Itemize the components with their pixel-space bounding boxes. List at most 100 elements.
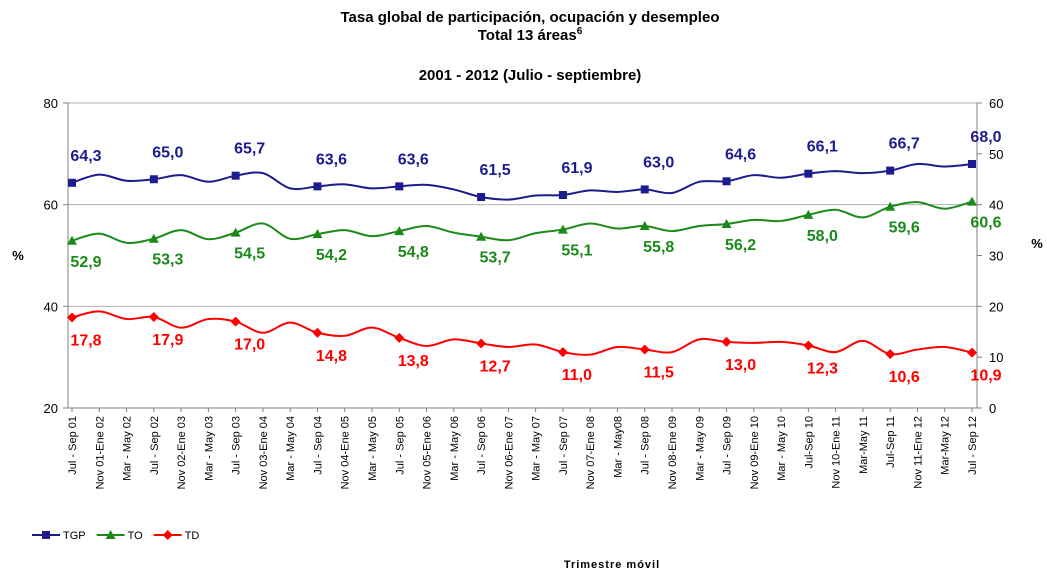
y2-tick-label: 10 [989, 350, 1003, 365]
y-tick-label: 60 [44, 198, 58, 213]
marker [477, 193, 486, 202]
data-label: 11,0 [562, 367, 592, 384]
y2-tick-label: 0 [989, 401, 996, 416]
marker [149, 175, 158, 184]
data-label: 11,5 [644, 365, 674, 382]
data-label: 17,8 [70, 333, 101, 350]
x-tick-label: Nov 08-Ene 09 [667, 416, 679, 489]
marker [67, 312, 77, 323]
data-label: 12,7 [480, 358, 511, 375]
x-tick-label: Mar - May 04 [285, 416, 297, 481]
marker [105, 530, 116, 539]
x-tick-label: Jul - Sep 04 [312, 416, 324, 475]
data-label: 64,3 [70, 148, 101, 165]
y-tick-label: 80 [44, 96, 58, 111]
marker [312, 229, 323, 239]
marker [148, 233, 159, 243]
marker [557, 224, 568, 234]
series-line [71, 310, 973, 356]
x-tick-label: Jul - Sep 06 [476, 416, 488, 475]
marker [395, 182, 404, 191]
marker [721, 336, 732, 347]
marker [476, 338, 487, 349]
data-label: 56,2 [725, 237, 756, 254]
data-label: 68,0 [970, 129, 1001, 146]
data-label: 65,0 [152, 144, 183, 161]
data-label: 54,8 [398, 244, 429, 261]
data-label: 55,8 [643, 239, 674, 256]
marker [42, 531, 50, 539]
marker [230, 227, 241, 237]
data-label: 13,0 [725, 357, 756, 374]
data-label: 53,3 [152, 252, 183, 269]
legend-label: TO [128, 530, 144, 542]
data-label: 60,6 [970, 215, 1001, 232]
data-label: 17,0 [234, 337, 265, 354]
marker [640, 185, 649, 194]
data-label: 14,8 [316, 348, 347, 365]
x-tick-label: Mar-May 12 [940, 416, 952, 475]
marker [230, 316, 241, 327]
data-label: 63,0 [643, 154, 674, 171]
marker [885, 201, 896, 211]
marker [394, 226, 405, 236]
x-tick-label: Nov 05-Ene 06 [422, 416, 434, 489]
x-tick-label: Mar - May 09 [694, 416, 706, 481]
data-label: 66,7 [889, 136, 920, 153]
marker [967, 196, 977, 206]
x-tick-label: Jul - Sep 12 [967, 416, 979, 475]
y-axis-label: % [12, 248, 24, 263]
data-label: 10,6 [889, 369, 920, 386]
data-label: 54,2 [316, 247, 347, 264]
marker [394, 332, 405, 343]
marker [558, 191, 567, 200]
x-tick-label: Jul - Sep 03 [231, 416, 243, 475]
y-tick-label: 40 [44, 299, 58, 314]
x-tick-label: Jul - Sep 08 [640, 416, 652, 475]
x-tick-label: Nov 03-Ene 04 [258, 416, 270, 489]
x-tick-label: Mar - May 07 [531, 416, 543, 481]
marker [721, 218, 732, 228]
x-tick-label: Nov 02-Ene 03 [176, 416, 188, 489]
x-tick-label: Jul - Sep 05 [394, 416, 406, 475]
legend-label: TGP [63, 530, 86, 542]
marker [722, 177, 731, 186]
x-tick-label: Mar - May 02 [122, 416, 134, 481]
marker [639, 344, 650, 355]
marker [639, 221, 650, 231]
data-label: 12,3 [807, 360, 838, 377]
chart-subtitle: Total 13 áreas6 [478, 26, 583, 44]
marker [312, 327, 323, 338]
x-tick-label: Nov 01-Ene 02 [94, 416, 106, 489]
marker [313, 182, 322, 191]
data-label: 55,1 [561, 243, 592, 260]
x-tick-label: Mar-May 11 [858, 416, 870, 474]
data-label: 63,6 [398, 151, 429, 168]
x-tick-label: Nov 10-Ene 11 [831, 416, 843, 489]
x-tick-label: Mar - May 06 [449, 416, 461, 481]
data-label: 64,6 [725, 146, 756, 163]
data-label: 54,5 [234, 246, 265, 263]
marker [967, 347, 977, 358]
x-tick-label: Jul - Sep 01 [67, 416, 79, 475]
y2-axis-label: % [1031, 236, 1043, 251]
data-label: 10,9 [970, 368, 1001, 385]
legend-label: TD [185, 530, 200, 542]
x-tick-label: Nov 09-Ene 10 [749, 416, 761, 489]
series-line [71, 200, 973, 244]
marker [67, 235, 77, 245]
marker [162, 530, 173, 540]
x-tick-label: Jul-Sep 10 [803, 416, 815, 469]
x-tick-label: Mar - May 10 [776, 416, 788, 481]
x-tick-label: Mar - May 05 [367, 416, 379, 481]
x-tick-label: Mar - May 03 [203, 416, 215, 481]
x-tick-label: Mar - May08 [612, 416, 624, 478]
y2-tick-label: 40 [989, 198, 1003, 213]
data-label: 61,9 [561, 160, 592, 177]
marker [968, 160, 976, 168]
x-axis-label: Trimestre móvil [564, 559, 660, 571]
y2-tick-label: 30 [989, 249, 1003, 264]
marker [804, 169, 813, 178]
data-label: 65,7 [234, 141, 265, 158]
y-tick-label: 20 [44, 401, 58, 416]
